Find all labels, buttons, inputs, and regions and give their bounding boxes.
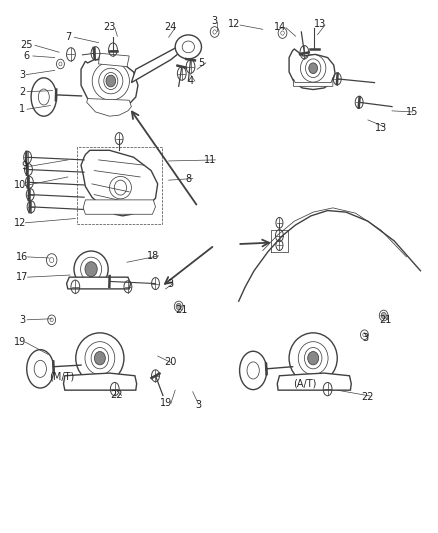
Text: 22: 22 <box>362 392 374 402</box>
Text: 5: 5 <box>198 58 205 68</box>
Polygon shape <box>277 373 351 390</box>
Ellipse shape <box>85 262 97 277</box>
Text: 22: 22 <box>110 391 122 400</box>
Text: 10: 10 <box>14 181 26 190</box>
Ellipse shape <box>309 63 318 74</box>
Polygon shape <box>99 53 129 67</box>
Ellipse shape <box>307 352 318 365</box>
Text: 3: 3 <box>19 315 25 325</box>
Text: 3: 3 <box>195 400 201 410</box>
Text: 12: 12 <box>14 218 26 228</box>
Text: 19: 19 <box>14 337 26 347</box>
Text: 13: 13 <box>314 19 326 29</box>
Text: 3: 3 <box>168 279 174 288</box>
Text: 3: 3 <box>19 70 25 79</box>
Text: 25: 25 <box>20 41 32 50</box>
Text: 20: 20 <box>165 358 177 367</box>
Text: 3: 3 <box>363 334 369 343</box>
Text: 15: 15 <box>406 107 418 117</box>
Text: 23: 23 <box>103 22 116 31</box>
Text: 8: 8 <box>185 174 191 183</box>
Text: (M/T): (M/T) <box>49 372 74 382</box>
Text: 7: 7 <box>65 33 71 42</box>
Polygon shape <box>131 47 179 83</box>
Text: 3: 3 <box>212 17 218 26</box>
Text: 17: 17 <box>16 272 28 282</box>
Text: 16: 16 <box>16 252 28 262</box>
Polygon shape <box>87 99 131 116</box>
Text: 13: 13 <box>375 123 387 133</box>
Ellipse shape <box>176 303 181 310</box>
Text: 2: 2 <box>19 87 25 96</box>
Text: 18: 18 <box>147 251 159 261</box>
Text: 4: 4 <box>187 76 194 86</box>
Polygon shape <box>81 150 158 216</box>
Text: 24: 24 <box>165 22 177 31</box>
Ellipse shape <box>95 352 105 365</box>
Polygon shape <box>83 200 155 214</box>
Text: 14: 14 <box>274 22 286 31</box>
Polygon shape <box>67 277 131 289</box>
Text: 19: 19 <box>160 399 173 408</box>
Ellipse shape <box>106 75 116 87</box>
Ellipse shape <box>175 35 201 59</box>
Text: 6: 6 <box>23 51 29 61</box>
Text: 12: 12 <box>228 19 240 29</box>
Text: 9: 9 <box>21 161 27 171</box>
Text: 1: 1 <box>19 104 25 114</box>
Ellipse shape <box>381 312 386 319</box>
Polygon shape <box>64 373 137 390</box>
Polygon shape <box>293 77 333 86</box>
Text: 21: 21 <box>379 315 392 325</box>
Text: 11: 11 <box>204 155 216 165</box>
Text: 21: 21 <box>176 305 188 315</box>
Polygon shape <box>81 60 138 108</box>
Polygon shape <box>289 49 335 90</box>
Text: (A/T): (A/T) <box>293 379 316 389</box>
